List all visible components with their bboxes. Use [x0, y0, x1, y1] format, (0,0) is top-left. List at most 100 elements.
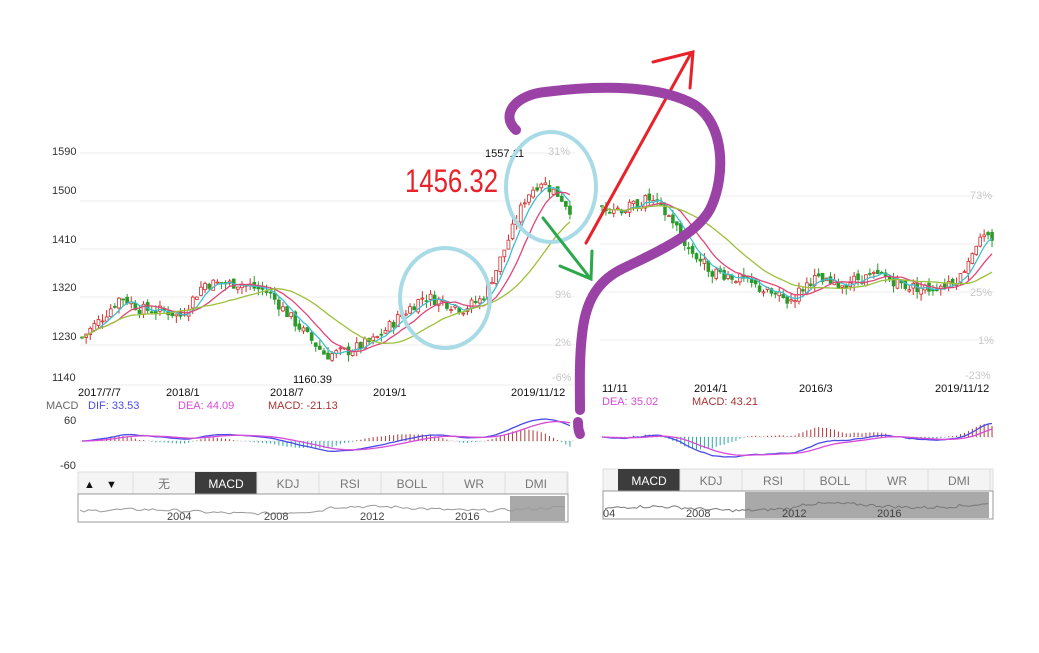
candle-body [523, 202, 527, 205]
tab-macd[interactable]: MACD [195, 472, 257, 494]
question-mark-scribble [504, 82, 726, 439]
left-pct-axis: 31% 9% 2% -6% [548, 146, 572, 384]
right-chart-panel: 73% 25% 1% -23% 11/11 2014/1 2016/3 2019… [600, 188, 995, 520]
x-tick-label: 2019/11/12 [935, 383, 989, 395]
tab-boll[interactable]: BOLL [803, 468, 867, 492]
candle-body [88, 327, 93, 335]
candle-body [555, 186, 560, 197]
left-macd-y-axis: 60 -60 [60, 415, 76, 472]
tab-none[interactable]: 无 [132, 471, 196, 495]
overview-selection-window[interactable] [510, 496, 565, 521]
candle-body [453, 305, 457, 308]
overview-year: 2016 [877, 508, 901, 520]
candle-body [875, 269, 880, 275]
candle-body [264, 291, 269, 293]
nav-down-button[interactable]: ▼ [106, 479, 117, 491]
svg-text:DMI: DMI [948, 474, 970, 488]
candle-body [506, 239, 511, 250]
nav-up-button[interactable]: ▲ [84, 479, 95, 491]
tab-wr[interactable]: WR [442, 471, 506, 495]
candle-body [301, 327, 306, 332]
svg-text:BOLL: BOLL [820, 474, 851, 488]
candle-body [207, 283, 211, 289]
x-tick-label: 2019/11/12 [511, 387, 565, 399]
candle-body [820, 273, 825, 282]
candle-body [722, 270, 726, 280]
green-down-arrow [541, 216, 594, 282]
left-macd-indicator [81, 418, 571, 452]
tab-macd[interactable]: MACD [618, 469, 680, 491]
tab-kdj[interactable]: KDJ [679, 468, 743, 492]
candle-body [852, 275, 856, 285]
svg-text:无: 无 [158, 477, 170, 491]
candle-body [289, 312, 293, 317]
svg-text:BOLL: BOLL [397, 477, 428, 491]
right-x-axis: 11/11 2014/1 2016/3 2019/11/12 [602, 383, 989, 395]
candle-body [702, 258, 707, 264]
candle-body [461, 312, 466, 315]
candle-body [285, 306, 289, 318]
candle-body [473, 300, 478, 304]
candle-body [527, 194, 531, 203]
candle-body [942, 283, 947, 288]
candle-body [313, 342, 318, 347]
right-overview-navigator[interactable]: 04 2008 2012 2016 [602, 490, 994, 520]
pct-tick-label: 31% [548, 146, 570, 158]
tab-rsi[interactable]: RSI [741, 468, 805, 492]
overview-year: 2012 [782, 508, 806, 520]
candle-body [297, 323, 302, 330]
candle-body [962, 271, 967, 274]
red-up-arrow [584, 50, 695, 245]
candle-body [887, 276, 892, 280]
candle-body [564, 201, 568, 207]
overview-year: 2008 [264, 511, 288, 523]
candle-body [643, 195, 648, 209]
tab-dmi[interactable]: DMI [504, 471, 568, 495]
x-tick-label: 2017/7/7 [78, 387, 121, 399]
candle-body [121, 298, 125, 301]
candle-body [322, 350, 326, 355]
candle-body [868, 273, 872, 275]
candle-body [203, 283, 207, 290]
tab-boll[interactable]: BOLL [380, 471, 444, 495]
tab-dmi[interactable]: DMI [927, 468, 991, 492]
candle-body [931, 289, 935, 292]
candle-body [199, 286, 203, 296]
right-moving-averages [601, 199, 993, 300]
candle-body [559, 195, 564, 202]
dif-value: DIF: 33.53 [88, 400, 139, 412]
candle-body [608, 211, 612, 214]
tab-kdj[interactable]: KDJ [256, 471, 320, 495]
candle-body [675, 221, 679, 226]
svg-text:MACD: MACD [631, 474, 667, 488]
candle-body [647, 193, 652, 201]
candle-body [781, 294, 785, 299]
candle-body [330, 353, 334, 361]
tab-wr[interactable]: WR [865, 468, 929, 492]
left-indicator-tabs: ▲ ▼ 无 MACD KDJ RSI BOLL [77, 471, 569, 495]
candle-body [494, 270, 498, 284]
candle-body [359, 341, 363, 349]
candle-body [100, 320, 105, 323]
candle-body [970, 253, 975, 264]
moving-average-line [601, 205, 993, 290]
candle-body [272, 292, 277, 300]
highlight-circle-left [398, 246, 492, 350]
pct-tick-label: 1% [978, 335, 994, 347]
candle-body [801, 289, 805, 292]
candle-body [773, 292, 778, 295]
tab-rsi[interactable]: RSI [318, 471, 382, 495]
macd-line [82, 420, 571, 451]
candle-body [907, 289, 912, 292]
candle-body [966, 260, 971, 274]
candle-body [113, 306, 117, 308]
left-candlesticks [80, 176, 572, 362]
candle-body [891, 278, 896, 287]
overview-selection-window[interactable] [745, 492, 989, 518]
left-overview-navigator[interactable]: 2004 2008 2012 2016 [77, 493, 569, 523]
candle-body [856, 273, 860, 280]
moving-average-line [601, 202, 993, 296]
candle-body [535, 187, 539, 191]
hand-annotations: 1456.32 [398, 50, 726, 439]
